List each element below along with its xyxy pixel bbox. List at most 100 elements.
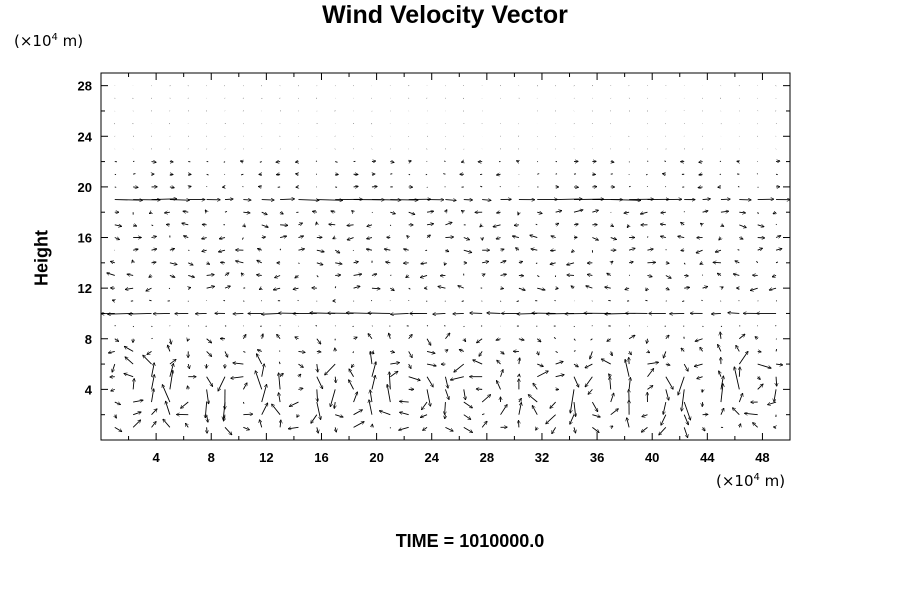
wind-vector xyxy=(335,263,342,264)
wind-vector xyxy=(316,376,323,389)
wind-vector xyxy=(537,173,540,175)
wind-vector xyxy=(353,286,360,288)
y-tick-label: 4 xyxy=(85,382,93,397)
wind-vector xyxy=(298,236,303,238)
wind-vector xyxy=(188,363,189,369)
wind-vector xyxy=(206,338,212,343)
wind-vector xyxy=(132,225,137,226)
wind-vector xyxy=(717,273,722,275)
wind-vector xyxy=(185,423,188,428)
wind-vector xyxy=(325,363,336,375)
wind-vector xyxy=(445,210,446,213)
wind-vector xyxy=(695,338,703,342)
wind-vector xyxy=(720,384,723,403)
wind-vector xyxy=(625,359,630,377)
wind-vector xyxy=(312,211,317,212)
wind-vector xyxy=(461,162,463,163)
wind-vector xyxy=(353,392,358,403)
wind-vector xyxy=(257,275,262,276)
wind-vector xyxy=(170,338,171,344)
wind-vector xyxy=(371,375,375,390)
wind-vector xyxy=(721,225,724,227)
wind-vector xyxy=(590,338,593,341)
wind-vector xyxy=(611,426,613,427)
wind-vector xyxy=(550,401,556,408)
wind-vector xyxy=(518,402,521,415)
wind-vector xyxy=(353,274,362,275)
wind-vector xyxy=(774,389,777,401)
wind-vector xyxy=(231,377,244,379)
wind-vector xyxy=(758,377,761,380)
wind-vector xyxy=(531,249,538,250)
wind-vector xyxy=(407,236,409,238)
wind-vector xyxy=(295,162,298,163)
wind-vector xyxy=(574,427,576,433)
wind-vector xyxy=(500,249,505,250)
wind-vector xyxy=(445,402,446,414)
wind-vector xyxy=(592,210,598,212)
wind-vector xyxy=(390,351,394,352)
wind-vector xyxy=(317,389,318,401)
wind-vector xyxy=(500,370,504,377)
wind-vector xyxy=(477,338,483,343)
wind-vector xyxy=(368,334,373,340)
wind-vector xyxy=(168,287,171,290)
x-tick-label: 12 xyxy=(259,450,273,465)
wind-vector xyxy=(775,325,777,327)
wind-vector xyxy=(443,173,446,175)
wind-vector xyxy=(280,420,281,428)
wind-vector xyxy=(701,299,703,302)
wind-vector xyxy=(169,275,175,277)
wind-vector xyxy=(151,162,157,163)
wind-vector xyxy=(682,300,685,303)
wind-vector xyxy=(240,161,243,162)
wind-vector xyxy=(427,235,430,238)
wind-vector xyxy=(454,363,465,372)
wind-vector xyxy=(316,263,323,265)
y-tick-label: 20 xyxy=(78,180,92,195)
wind-vector xyxy=(275,275,281,277)
wind-vector xyxy=(610,393,614,403)
wind-vector xyxy=(537,212,542,213)
wind-vector xyxy=(721,287,723,288)
wind-vector xyxy=(737,249,740,251)
wind-vector xyxy=(188,275,194,277)
wind-vector xyxy=(642,415,648,417)
wind-vector xyxy=(390,288,394,290)
wind-vector xyxy=(188,287,190,288)
wind-vector xyxy=(497,360,501,365)
wind-vector xyxy=(243,212,250,213)
wind-vector xyxy=(739,212,745,213)
wind-vector xyxy=(151,389,154,403)
wind-vector xyxy=(481,413,485,416)
wind-vector xyxy=(400,412,409,416)
wind-vector xyxy=(243,200,251,201)
wind-vector xyxy=(738,351,748,365)
wind-vector xyxy=(421,401,428,410)
wind-vector xyxy=(666,263,669,264)
wind-vector xyxy=(133,249,138,250)
wind-vector xyxy=(236,261,244,263)
wind-vector xyxy=(445,200,456,201)
wind-vector xyxy=(587,274,593,275)
wind-vector xyxy=(335,275,340,276)
wind-vector xyxy=(739,334,745,340)
wind-vector xyxy=(553,337,556,340)
wind-vector xyxy=(277,334,281,340)
wind-vector xyxy=(536,339,541,342)
wind-vector xyxy=(610,377,611,390)
wind-vector xyxy=(647,249,653,250)
wind-vector xyxy=(497,212,501,213)
wind-vector xyxy=(125,357,134,365)
y-tick-label: 24 xyxy=(78,129,93,144)
wind-vector xyxy=(233,363,244,364)
wind-vector xyxy=(370,351,372,365)
wind-vector xyxy=(663,351,667,358)
wind-vector xyxy=(295,275,299,277)
wind-vector xyxy=(683,401,690,420)
wind-vector xyxy=(167,345,169,352)
wind-vector xyxy=(445,333,449,340)
wind-vector xyxy=(353,410,363,416)
wind-vector xyxy=(482,274,485,276)
